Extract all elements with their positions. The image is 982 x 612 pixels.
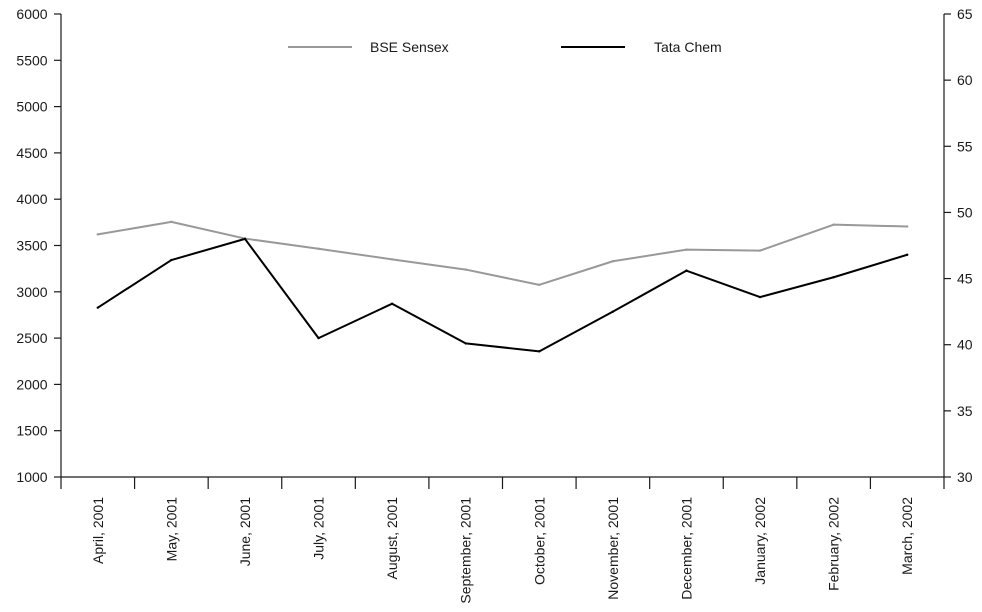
point-bse-sensex-september-2001 bbox=[464, 268, 467, 271]
left-y-tick-label-5000: 5000 bbox=[16, 99, 47, 115]
point-bse-sensex-july-2001 bbox=[317, 247, 320, 250]
left-y-tick-label-3500: 3500 bbox=[16, 238, 47, 254]
point-tata-chem-march-2002 bbox=[906, 253, 909, 256]
left-y-tick-label-6000: 6000 bbox=[16, 6, 47, 22]
point-bse-sensex-march-2002 bbox=[906, 225, 909, 228]
point-bse-sensex-april-2001 bbox=[96, 233, 99, 236]
legend-label-bse-sensex: BSE Sensex bbox=[370, 39, 449, 55]
point-tata-chem-september-2001 bbox=[464, 342, 467, 345]
point-bse-sensex-october-2001 bbox=[538, 283, 541, 287]
point-bse-sensex-may-2001 bbox=[170, 220, 173, 224]
left-y-tick-label-5500: 5500 bbox=[16, 52, 47, 68]
x-label-february-2002: February, 2002 bbox=[826, 497, 842, 591]
right-y-tick-label-30: 30 bbox=[957, 469, 973, 485]
right-y-ticks: 30 35 40 45 50 55 60 65 bbox=[944, 6, 973, 485]
left-y-tick-label-1000: 1000 bbox=[16, 469, 47, 485]
series-lines bbox=[96, 220, 909, 353]
point-bse-sensex-december-2001 bbox=[685, 248, 688, 251]
point-tata-chem-august-2001 bbox=[390, 302, 394, 305]
x-label-january-2002: January, 2002 bbox=[752, 497, 768, 585]
point-tata-chem-november-2001 bbox=[611, 310, 615, 313]
series-line-tata-chem bbox=[97, 237, 908, 353]
point-bse-sensex-november-2001 bbox=[611, 260, 615, 263]
x-label-july-2001: July, 2001 bbox=[311, 497, 327, 560]
x-axis-ticks: April, 2001 May, 2001 June, 2001 July, 2001… bbox=[60, 477, 945, 604]
point-tata-chem-december-2001 bbox=[685, 269, 688, 272]
point-tata-chem-may-2001 bbox=[170, 258, 173, 262]
left-y-tick-label-4500: 4500 bbox=[16, 145, 47, 161]
point-bse-sensex-august-2001 bbox=[390, 258, 394, 261]
legend-label-tata-chem: Tata Chem bbox=[654, 39, 722, 55]
point-bse-sensex-january-2002 bbox=[758, 249, 762, 252]
left-y-tick-label-3000: 3000 bbox=[16, 284, 47, 300]
right-y-tick-label-40: 40 bbox=[957, 337, 973, 353]
x-label-march-2002: March, 2002 bbox=[899, 497, 915, 575]
point-tata-chem-june-2001 bbox=[243, 237, 247, 241]
left-y-tick-label-2500: 2500 bbox=[16, 330, 47, 346]
point-tata-chem-july-2001 bbox=[317, 336, 320, 340]
point-tata-chem-january-2002 bbox=[758, 295, 762, 299]
left-y-ticks: 1000 1500 2000 2500 3000 3500 4000 4500 5000 5500… bbox=[16, 6, 61, 485]
legend: BSE Sensex Tata Chem bbox=[288, 39, 722, 55]
right-y-tick-label-35: 35 bbox=[957, 403, 973, 419]
right-y-tick-label-65: 65 bbox=[957, 6, 973, 22]
point-bse-sensex-february-2002 bbox=[832, 223, 835, 226]
x-label-september-2001: September, 2001 bbox=[458, 497, 474, 604]
x-label-august-2001: August, 2001 bbox=[384, 497, 400, 580]
point-tata-chem-february-2002 bbox=[832, 276, 835, 279]
point-tata-chem-april-2001 bbox=[96, 306, 99, 309]
point-tata-chem-october-2001 bbox=[538, 350, 541, 353]
left-y-tick-label-1500: 1500 bbox=[16, 423, 47, 439]
x-label-october-2001: October, 2001 bbox=[531, 497, 547, 585]
left-y-tick-label-2000: 2000 bbox=[16, 376, 47, 392]
series-line-bse-sensex bbox=[97, 220, 908, 286]
x-label-december-2001: December, 2001 bbox=[678, 497, 694, 600]
x-label-november-2001: November, 2001 bbox=[605, 497, 621, 600]
x-label-may-2001: May, 2001 bbox=[163, 497, 179, 562]
x-label-april-2001: April, 2001 bbox=[90, 497, 106, 564]
right-y-tick-label-55: 55 bbox=[957, 138, 973, 154]
x-label-june-2001: June, 2001 bbox=[237, 497, 253, 566]
right-y-tick-label-45: 45 bbox=[957, 271, 973, 287]
right-y-tick-label-60: 60 bbox=[957, 72, 973, 88]
left-y-tick-label-4000: 4000 bbox=[16, 191, 47, 207]
right-y-tick-label-50: 50 bbox=[957, 204, 973, 220]
